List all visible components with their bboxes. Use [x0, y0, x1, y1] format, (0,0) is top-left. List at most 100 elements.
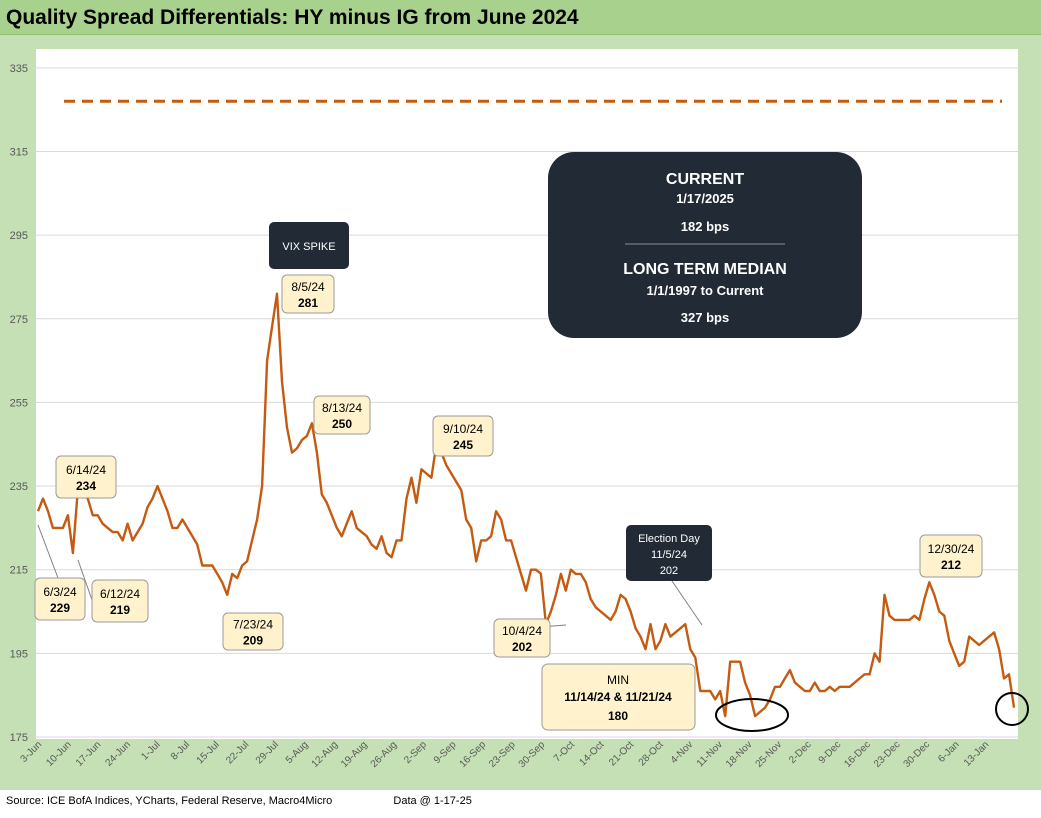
x-tick-label: 15-Jul [195, 739, 222, 766]
min-line1: MIN [607, 673, 629, 687]
callout-box: 8/5/24 281 [281, 274, 335, 314]
footer-source: Source: ICE BofA Indices, YCharts, Feder… [6, 795, 333, 807]
info-box: CURRENT 1/17/2025 182 bps LONG TERM MEDI… [548, 152, 862, 338]
x-tick-label: 24-Jun [104, 739, 133, 768]
x-tick-label: 11-Nov [695, 739, 725, 769]
x-tick-label: 17-Jun [74, 739, 103, 768]
y-tick-label: 175 [10, 732, 28, 744]
callout-box: 12/30/24 212 [919, 534, 983, 578]
callout-date: 8/5/24 [291, 280, 325, 294]
y-tick-label: 315 [10, 146, 28, 158]
x-tick-label: 10-Jun [44, 739, 73, 768]
x-tick-label: 14-Oct [578, 739, 607, 768]
min-line2: 11/14/24 & 11/21/24 [564, 690, 672, 704]
min-box: MIN 11/14/24 & 11/21/24 180 [541, 663, 696, 731]
leader-line [77, 559, 93, 601]
x-tick-label: 19-Aug [339, 739, 370, 770]
x-tick-label: 9-Dec [817, 739, 844, 766]
series-line [36, 292, 1016, 718]
callout-date: 7/23/24 [233, 618, 273, 632]
y-tick-label: 255 [10, 397, 28, 409]
callout-box: 6/3/24 229 [34, 577, 86, 621]
callout-value: 245 [453, 438, 473, 452]
callout-value: 234 [76, 479, 96, 493]
chart-title: Quality Spread Differentials: HY minus I… [6, 6, 579, 29]
y-tick-labels: 175 195 215 235 255 275 295 315 335 [10, 63, 28, 744]
x-tick-label: 13-Jan [962, 739, 991, 768]
callout-value: 281 [298, 296, 318, 310]
callout-date: 12/30/24 [928, 542, 975, 556]
x-tick-label: 16-Dec [842, 739, 873, 770]
x-tick-label: 9-Sep [432, 739, 459, 766]
x-tick-label: 26-Aug [369, 739, 400, 770]
leader-lines [37, 524, 703, 628]
vix-box: VIX SPIKE [269, 222, 349, 269]
x-tick-labels: 3-Jun 10-Jun 17-Jun 24-Jun 1-Jul 8-Jul 15-Jul 2… [19, 739, 992, 770]
y-tick-label: 215 [10, 565, 28, 577]
y-tick-label: 295 [10, 230, 28, 242]
vix-label: VIX SPIKE [282, 241, 335, 253]
x-tick-label: 5-Aug [284, 739, 311, 766]
callout-value: 212 [941, 558, 961, 572]
min-line3: 180 [608, 709, 628, 723]
callout-box: 8/13/24 250 [313, 395, 371, 435]
y-tick-label: 275 [10, 314, 28, 326]
median-value: 327 bps [681, 310, 729, 325]
median-range: 1/1/1997 to Current [646, 283, 764, 298]
callout-value: 229 [50, 601, 70, 615]
current-date: 1/17/2025 [676, 191, 734, 206]
x-tick-label: 25-Nov [754, 739, 785, 770]
callout-value: 219 [110, 603, 130, 617]
title-bar: Quality Spread Differentials: HY minus I… [0, 0, 1041, 35]
callout-box: 6/12/24 219 [91, 579, 149, 623]
callout-box: 10/4/24 202 [493, 618, 551, 658]
x-tick-label: 8-Jul [169, 739, 192, 762]
min-ellipse [715, 698, 789, 732]
election-line3: 202 [660, 565, 678, 577]
y-tick-label: 235 [10, 481, 28, 493]
x-tick-label: 18-Nov [724, 739, 755, 770]
callout-date: 8/13/24 [322, 401, 362, 415]
callout-date: 9/10/24 [443, 422, 483, 436]
callout-date: 6/14/24 [66, 463, 106, 477]
callout-date: 6/3/24 [43, 585, 77, 599]
min-markers [715, 692, 1029, 732]
footer-data-date: Data @ 1-17-25 [393, 795, 472, 807]
current-circle [995, 692, 1029, 726]
current-label: CURRENT [666, 171, 744, 188]
x-tick-label: 7-Oct [552, 739, 577, 764]
x-tick-label: 12-Aug [310, 739, 341, 770]
callout-date: 10/4/24 [502, 624, 542, 638]
callout-labels: 6/3/24 229 6/12/24 219 6/14/24 234 7/23/24 209 8… [34, 274, 983, 658]
callout-box: 7/23/24 209 [222, 612, 284, 651]
current-value: 182 bps [681, 219, 729, 234]
leader-line [37, 524, 59, 579]
x-tick-label: 23-Dec [872, 739, 903, 770]
callout-box: 9/10/24 245 [432, 415, 494, 457]
callout-value: 250 [332, 417, 352, 431]
y-tick-label: 335 [10, 63, 28, 75]
election-box: Election Day 11/5/24 202 [626, 525, 712, 581]
x-tick-label: 1-Jul [139, 739, 162, 762]
callout-date: 6/12/24 [100, 587, 140, 601]
x-tick-label: 23-Sep [487, 739, 518, 770]
x-tick-label: 22-Jul [224, 739, 251, 766]
callout-box: 6/14/24 234 [55, 455, 117, 499]
election-line1: Election Day [638, 533, 700, 545]
x-tick-label: 21-Oct [607, 739, 636, 768]
x-tick-label: 6-Jan [936, 739, 961, 764]
x-tick-label: 28-Oct [637, 739, 666, 768]
x-tick-label: 29-Jul [254, 739, 281, 766]
x-tick-label: 30-Dec [902, 739, 933, 770]
median-label: LONG TERM MEDIAN [623, 261, 787, 278]
leader-line [671, 580, 703, 626]
x-tick-label: 2-Dec [787, 739, 814, 766]
election-line2: 11/5/24 [651, 549, 687, 561]
x-tick-label: 30-Sep [517, 739, 548, 770]
x-tick-label: 2-Sep [402, 739, 429, 766]
x-tick-label: 4-Nov [669, 739, 696, 766]
callout-value: 209 [243, 634, 263, 648]
callout-value: 202 [512, 640, 532, 654]
y-tick-label: 195 [10, 648, 28, 660]
